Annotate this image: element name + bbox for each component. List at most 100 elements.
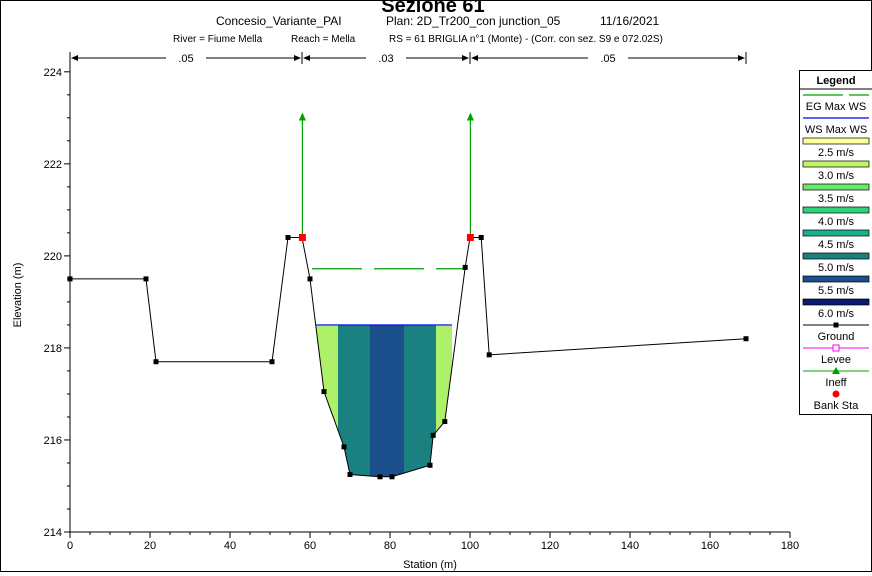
x-tick-label-9: 180	[781, 540, 799, 552]
legend-swatch	[802, 206, 870, 214]
legend-label-13: Bank Sta	[814, 400, 860, 412]
y-tick-label-4: 222	[44, 159, 62, 171]
velocity-band-3	[404, 324, 436, 474]
legend-item-6: 4.5 m/s	[802, 229, 870, 251]
y-tick-label-1: 216	[44, 435, 62, 447]
legend-swatch	[802, 137, 870, 145]
legend-swatch	[802, 275, 870, 283]
legend-label-12: Ineff	[825, 377, 847, 389]
ground-point-8	[341, 444, 347, 450]
velocity-band-4	[436, 324, 452, 433]
manning-arrow-2	[738, 55, 745, 61]
ground-point-14	[442, 419, 448, 425]
legend-label-3: 3.0 m/s	[818, 170, 855, 182]
legend-label-9: 6.0 m/s	[818, 308, 855, 320]
ground-point-1	[143, 276, 149, 282]
legend-item-11: Levee	[803, 344, 869, 366]
legend-label-8: 5.5 m/s	[818, 285, 855, 297]
manning-label-2: .05	[600, 53, 615, 65]
legend-item-13: Bank Sta	[814, 390, 860, 412]
legend-label-1: WS Max WS	[805, 124, 867, 136]
legend-swatch	[802, 183, 870, 191]
legend-swatch	[802, 160, 870, 168]
x-tick-label-6: 120	[541, 540, 559, 552]
legend-marker	[832, 367, 840, 374]
y-tick-label-5: 224	[44, 67, 62, 79]
legend: Legend EG Max WS WS Max WS 2.5 m/s 3.0 m/s 3.…	[799, 70, 872, 415]
manning-arrow-0	[294, 55, 301, 61]
ineff-triangle-1	[466, 112, 474, 121]
legend-item-4: 3.5 m/s	[802, 183, 870, 205]
legend-swatch	[802, 298, 870, 306]
y-tick-label-3: 220	[44, 251, 62, 263]
header-plan: Plan: 2D_Tr200_con junction_05	[386, 14, 561, 28]
ground-point-9	[347, 471, 353, 477]
x-tick-label-4: 80	[384, 540, 396, 552]
legend-label-6: 4.5 m/s	[818, 239, 855, 251]
x-tick-label-8: 160	[701, 540, 719, 552]
manning-arrow-2	[471, 55, 478, 61]
legend-item-8: 5.5 m/s	[802, 275, 870, 297]
legend-item-5: 4.0 m/s	[802, 206, 870, 228]
manning-label-0: .05	[178, 53, 193, 65]
manning-arrow-0	[71, 55, 78, 61]
bank-station-0	[298, 233, 306, 241]
header-date: 11/16/2021	[600, 14, 659, 28]
header-rs: RS = 61 BRIGLIA n°1 (Monte) - (Corr. con…	[389, 34, 663, 45]
legend-label-10: Ground	[818, 331, 855, 343]
ground-point-2	[153, 359, 159, 365]
legend-item-7: 5.0 m/s	[802, 252, 870, 274]
x-tick-label-5: 100	[461, 540, 479, 552]
velocity-band-0	[316, 324, 338, 431]
legend-title: Legend	[816, 75, 855, 87]
header-project: Concesio_Variante_PAI	[216, 14, 342, 28]
ground-point-3	[269, 359, 275, 365]
x-tick-label-2: 40	[224, 540, 236, 552]
velocity-band-1	[338, 324, 370, 477]
legend-item-3: 3.0 m/s	[802, 160, 870, 182]
ground-point-19	[743, 336, 749, 342]
x-axis-label: Station (m)	[403, 559, 457, 571]
ground-point-15	[462, 264, 468, 270]
ground-point-17	[478, 234, 484, 240]
y-axis-label: Elevation (m)	[12, 263, 24, 328]
header-reach: Reach = Mella	[291, 34, 356, 45]
x-tick-label-7: 140	[621, 540, 639, 552]
x-tick-label-1: 20	[144, 540, 156, 552]
legend-item-2: 2.5 m/s	[802, 137, 870, 159]
x-tick-label-0: 0	[67, 540, 73, 552]
legend-marker	[833, 322, 839, 328]
ground-point-7	[321, 389, 327, 395]
ground-point-13	[430, 432, 436, 438]
ground-point-10	[377, 474, 383, 480]
legend-label-4: 3.5 m/s	[818, 193, 855, 205]
ground-point-11	[389, 474, 395, 480]
ground-line	[70, 236, 747, 478]
bank-station-1	[466, 233, 474, 241]
legend-item-1: WS Max WS	[803, 117, 869, 136]
legend-item-9: 6.0 m/s	[802, 298, 870, 320]
chart-title: Sezione 61	[381, 1, 484, 17]
manning-label-1: .03	[378, 53, 393, 65]
ground-point-6	[307, 276, 313, 282]
ground-point-12	[427, 462, 433, 468]
legend-marker	[832, 390, 840, 398]
x-tick-label-3: 60	[304, 540, 316, 552]
plot-area: 214 216 218 220 222 224 0 20 40 60 80 100 120 140 160 1…	[12, 52, 799, 571]
velocity-band-2	[370, 324, 404, 477]
legend-marker	[832, 344, 840, 352]
legend-label-2: 2.5 m/s	[818, 147, 855, 159]
legend-label-5: 4.0 m/s	[818, 216, 855, 228]
legend-label-0: EG Max WS	[806, 101, 867, 113]
ground-point-4	[285, 234, 291, 240]
ineff-triangle-0	[298, 112, 306, 121]
legend-label-7: 5.0 m/s	[818, 262, 855, 274]
y-tick-label-0: 214	[44, 527, 62, 539]
legend-swatch	[802, 252, 870, 260]
legend-item-12: Ineff	[803, 367, 869, 389]
manning-arrow-1	[303, 55, 310, 61]
y-tick-label-2: 218	[44, 343, 62, 355]
legend-item-10: Ground	[803, 322, 869, 343]
